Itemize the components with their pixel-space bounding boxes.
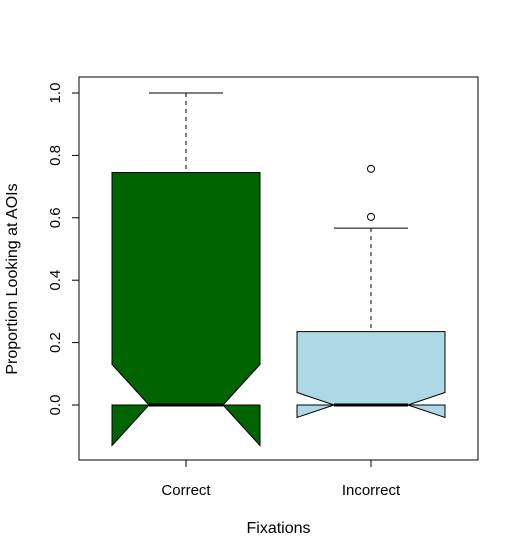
box-lower-left-notch xyxy=(297,405,334,417)
box-upper-section xyxy=(112,173,260,405)
y-tick-label: 1.0 xyxy=(47,83,64,104)
y-axis-label: Proportion Looking at AOIs xyxy=(4,183,21,374)
outlier-point xyxy=(368,213,375,220)
y-tick-label: 0.4 xyxy=(47,270,64,291)
y-tick-label: 0.2 xyxy=(47,332,64,353)
boxes xyxy=(112,93,445,446)
outlier-point xyxy=(368,165,375,172)
y-tick-label: 0.0 xyxy=(47,395,64,416)
box-lower-right-notch xyxy=(408,405,445,417)
y-axis: 0.0 0.2 0.4 0.6 0.8 1.0 xyxy=(47,83,79,416)
x-tick-label: Incorrect xyxy=(342,482,401,499)
box-incorrect xyxy=(297,165,445,417)
y-tick-label: 0.8 xyxy=(47,145,64,166)
x-axis: Correct Incorrect xyxy=(161,460,401,499)
box-lower-left-notch xyxy=(112,405,149,446)
x-tick-label: Correct xyxy=(161,482,211,499)
box-upper-section xyxy=(297,332,445,405)
x-axis-label: Fixations xyxy=(246,520,310,537)
box-correct xyxy=(112,93,260,446)
box-lower-right-notch xyxy=(223,405,260,446)
y-tick-label: 0.6 xyxy=(47,207,64,228)
